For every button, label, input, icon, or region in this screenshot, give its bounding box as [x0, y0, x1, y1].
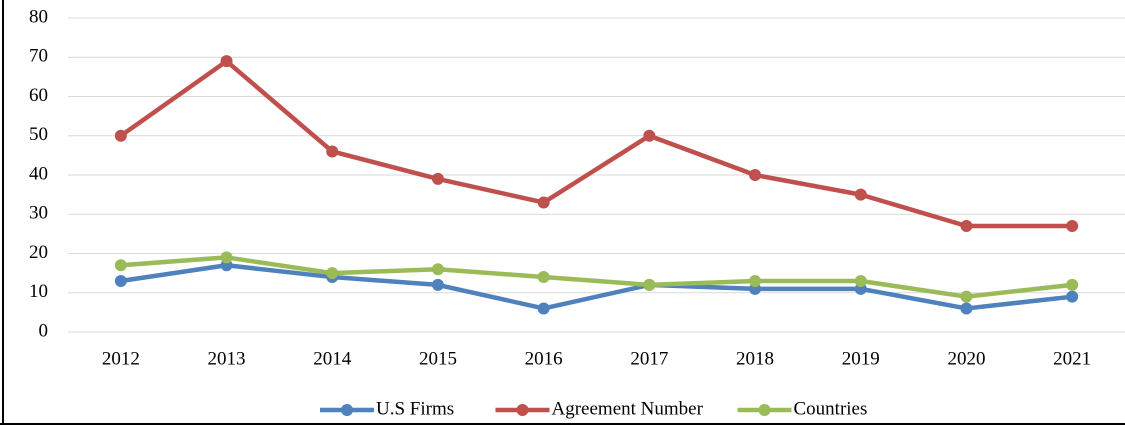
point — [749, 274, 762, 287]
x-tick-label: 2020 — [947, 348, 985, 369]
point — [326, 267, 339, 280]
y-tick-label: 10 — [29, 281, 48, 302]
y-tick-label: 30 — [29, 203, 48, 224]
x-tick-label: 2012 — [102, 348, 140, 369]
point — [960, 302, 973, 315]
point — [537, 196, 550, 209]
x-tick-label: 2014 — [313, 348, 352, 369]
point — [431, 263, 444, 276]
series-line — [119, 58, 1073, 229]
point — [1066, 220, 1079, 233]
legend-marker — [341, 404, 353, 416]
point — [114, 129, 127, 142]
y-tick-label: 80 — [29, 6, 48, 27]
series-line — [120, 255, 1073, 299]
point — [431, 172, 444, 185]
x-tick-label: 2017 — [630, 348, 668, 369]
point — [114, 274, 127, 287]
point — [854, 188, 867, 201]
x-tick-label: 2019 — [842, 348, 880, 369]
x-tick-label: 2018 — [736, 348, 774, 369]
point — [749, 169, 762, 181]
series-line — [120, 263, 1073, 311]
point — [537, 271, 550, 284]
y-tick-label: 50 — [29, 124, 48, 145]
point — [326, 145, 339, 158]
x-tick-label: 2021 — [1053, 348, 1091, 369]
point — [960, 290, 973, 303]
point — [960, 220, 973, 233]
legend-marker — [758, 404, 771, 416]
y-tick-label: 60 — [29, 85, 48, 106]
point — [643, 129, 656, 142]
point — [220, 251, 233, 264]
point — [854, 274, 867, 287]
y-tick-label: 70 — [29, 46, 48, 67]
y-tick-label: 0 — [39, 320, 49, 341]
legend-label: Countries — [794, 398, 868, 419]
legend-label: Agreement Number — [552, 398, 704, 419]
x-tick-label: 2016 — [525, 348, 563, 369]
y-tick-label: 20 — [29, 242, 48, 263]
point — [220, 55, 233, 68]
point — [431, 278, 444, 291]
legend-marker — [516, 404, 529, 416]
y-tick-label: 40 — [29, 163, 48, 184]
legend-label: U.S Firms — [376, 398, 454, 419]
point — [537, 302, 550, 315]
x-tick-label: 2013 — [208, 348, 246, 369]
point — [1066, 278, 1079, 291]
point — [643, 278, 656, 291]
point — [114, 259, 127, 272]
point — [1066, 290, 1079, 303]
x-tick-label: 2015 — [419, 348, 457, 369]
